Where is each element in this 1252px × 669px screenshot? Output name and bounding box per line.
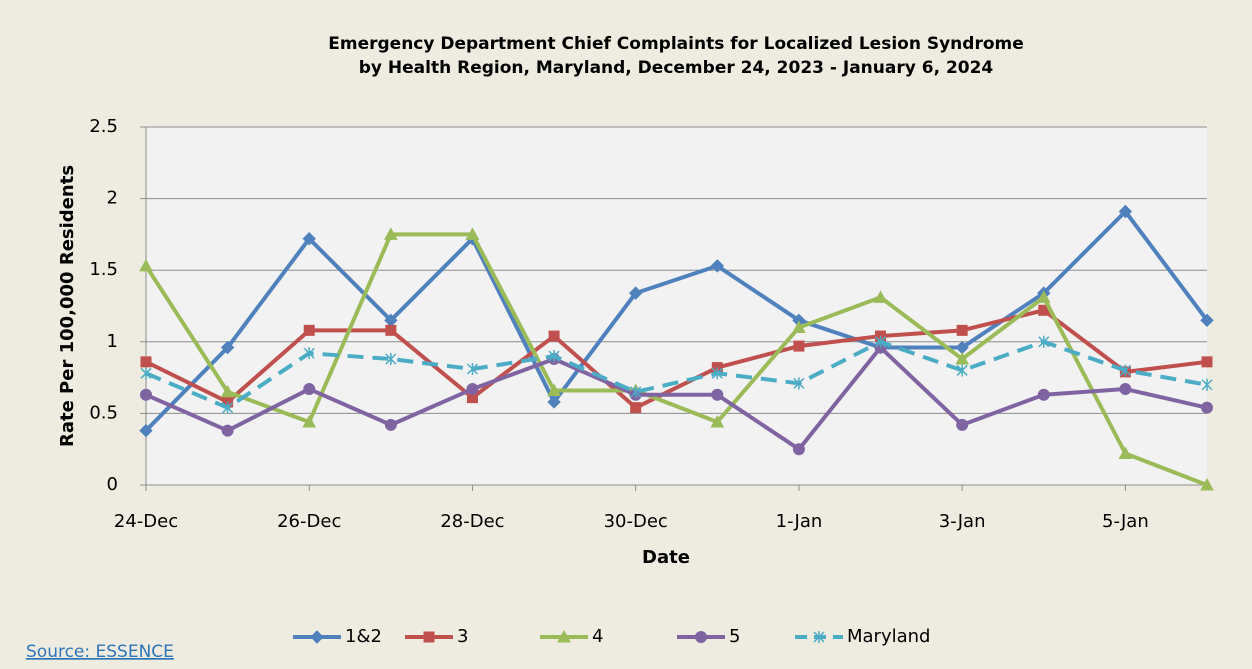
marker bbox=[465, 227, 480, 240]
marker bbox=[385, 324, 397, 336]
marker bbox=[310, 630, 324, 644]
marker bbox=[466, 383, 479, 396]
y-tick-label: 2 bbox=[107, 188, 118, 209]
marker bbox=[1038, 335, 1050, 348]
y-tick-label: 1.5 bbox=[89, 259, 118, 280]
y-tick-label: 1 bbox=[107, 331, 118, 352]
marker bbox=[302, 414, 317, 428]
x-axis-title: Date bbox=[642, 547, 690, 568]
marker bbox=[875, 335, 887, 348]
legend-label: 1&2 bbox=[345, 626, 382, 647]
marker bbox=[711, 367, 723, 380]
series-line bbox=[145, 345, 1208, 452]
marker bbox=[557, 629, 571, 643]
marker bbox=[1119, 364, 1131, 377]
marker bbox=[303, 347, 315, 360]
legend-label: 4 bbox=[592, 626, 603, 647]
x-tick-label: 30-Dec bbox=[604, 511, 668, 532]
x-tick-label: 3-Jan bbox=[939, 511, 986, 532]
marker bbox=[711, 388, 724, 401]
marker bbox=[1037, 388, 1050, 401]
legend-item: 4 bbox=[540, 626, 603, 647]
marker bbox=[1118, 204, 1133, 219]
marker bbox=[547, 395, 561, 409]
legend-item: 3 bbox=[405, 626, 468, 647]
series-line bbox=[145, 308, 1208, 410]
y-tick-label: 0 bbox=[107, 474, 118, 495]
marker bbox=[220, 384, 235, 398]
marker bbox=[547, 383, 561, 396]
marker bbox=[1118, 446, 1133, 459]
marker bbox=[1036, 290, 1051, 303]
series-line bbox=[144, 209, 1209, 432]
legend-label: Maryland bbox=[847, 626, 930, 647]
marker bbox=[1201, 401, 1213, 414]
marker bbox=[140, 356, 152, 368]
marker bbox=[303, 383, 316, 396]
marker bbox=[220, 340, 235, 355]
source-link[interactable]: Source: ESSENCE bbox=[26, 642, 174, 662]
marker bbox=[1201, 378, 1213, 391]
marker bbox=[139, 423, 153, 438]
marker bbox=[548, 330, 560, 342]
marker bbox=[695, 631, 707, 643]
x-tick-label: 24-Dec bbox=[114, 511, 178, 532]
series bbox=[140, 335, 1213, 414]
marker bbox=[710, 414, 725, 428]
marker bbox=[956, 418, 969, 431]
legend-item: Maryland bbox=[795, 626, 930, 647]
marker bbox=[548, 350, 560, 363]
marker bbox=[792, 443, 805, 456]
legend-label: 5 bbox=[729, 626, 740, 647]
series-line bbox=[145, 339, 1208, 410]
marker bbox=[1200, 477, 1214, 491]
marker bbox=[221, 424, 234, 437]
marker bbox=[140, 388, 152, 401]
marker bbox=[710, 259, 725, 273]
marker bbox=[630, 385, 642, 398]
legend-item: 5 bbox=[677, 626, 740, 647]
marker bbox=[1201, 356, 1213, 368]
marker bbox=[792, 320, 806, 333]
marker bbox=[955, 351, 969, 365]
legend-label: 3 bbox=[457, 626, 468, 647]
marker bbox=[793, 377, 805, 390]
marker bbox=[384, 227, 398, 240]
marker bbox=[1119, 383, 1132, 396]
series bbox=[139, 204, 1214, 438]
marker bbox=[813, 631, 825, 643]
marker bbox=[140, 367, 152, 380]
marker bbox=[303, 324, 315, 336]
marker bbox=[385, 352, 397, 365]
marker bbox=[423, 631, 435, 643]
x-tick-label: 1-Jan bbox=[776, 511, 823, 532]
legend-item: 1&2 bbox=[293, 626, 382, 647]
marker bbox=[873, 290, 888, 303]
marker bbox=[1200, 313, 1214, 328]
marker bbox=[956, 324, 968, 336]
marker bbox=[222, 401, 234, 414]
y-axis-title: Rate Per 100,000 Residents bbox=[57, 165, 78, 447]
x-tick-label: 26-Dec bbox=[277, 511, 341, 532]
marker bbox=[956, 364, 968, 377]
marker bbox=[793, 340, 805, 352]
marker bbox=[139, 258, 153, 272]
y-tick-label: 2.5 bbox=[89, 116, 118, 137]
y-tick-label: 0.5 bbox=[89, 402, 118, 423]
marker bbox=[302, 231, 316, 246]
marker bbox=[630, 402, 642, 414]
series bbox=[140, 341, 1213, 456]
x-tick-label: 28-Dec bbox=[440, 511, 504, 532]
marker bbox=[466, 363, 478, 376]
marker bbox=[628, 286, 643, 300]
marker bbox=[384, 418, 397, 431]
x-tick-label: 5-Jan bbox=[1102, 511, 1149, 532]
chart-subtitle: by Health Region, Maryland, December 24,… bbox=[359, 58, 994, 78]
series-line bbox=[144, 232, 1208, 487]
chart-title: Emergency Department Chief Complaints fo… bbox=[328, 34, 1024, 54]
